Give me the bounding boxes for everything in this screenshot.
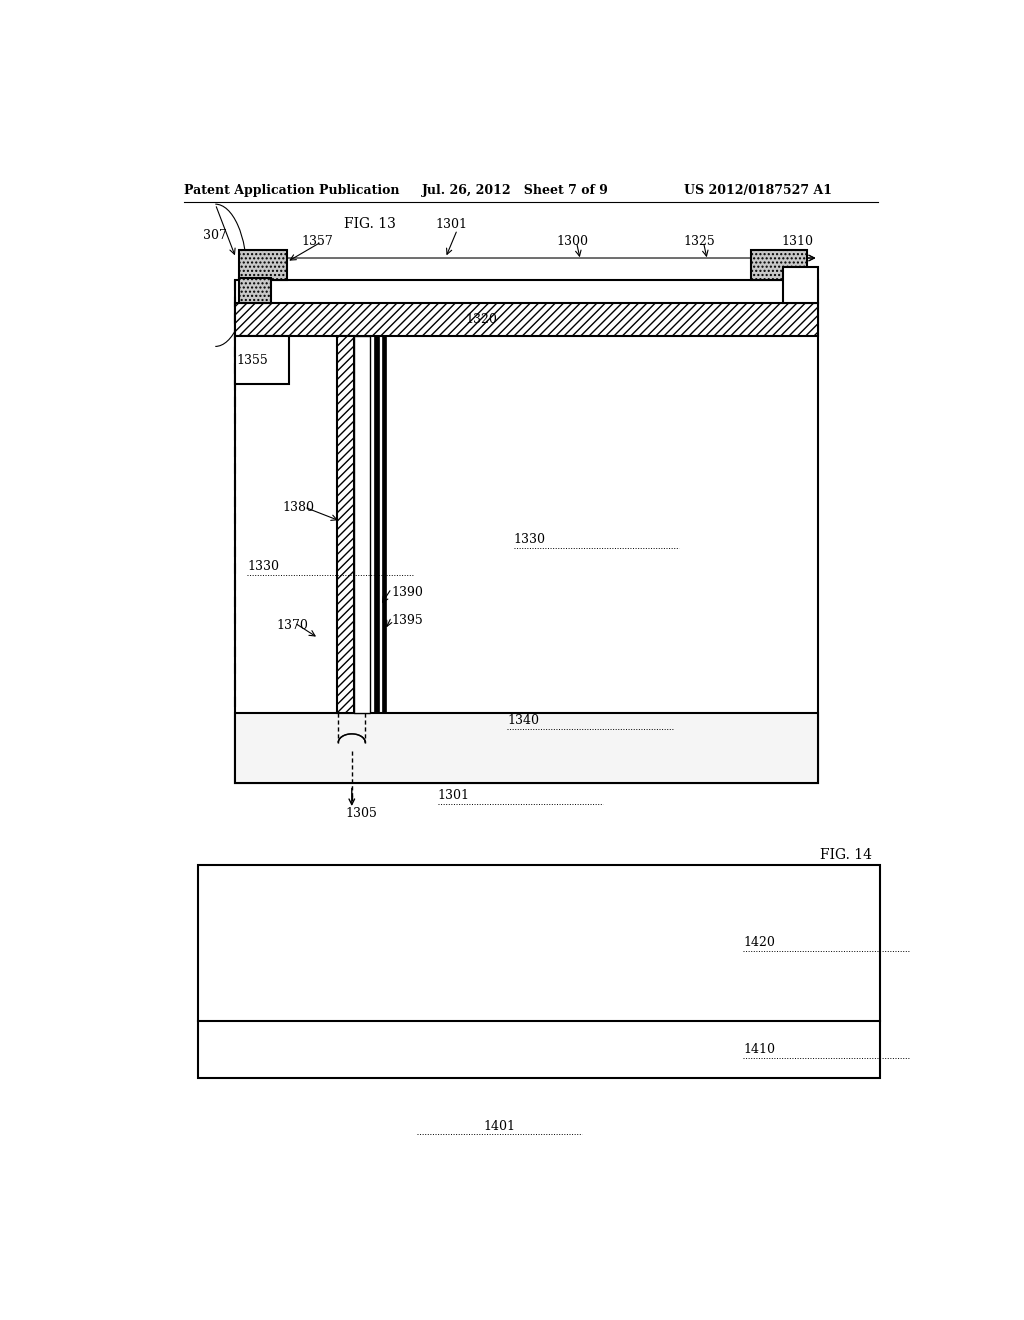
Text: 1330: 1330	[247, 561, 279, 573]
Text: 1380: 1380	[282, 500, 314, 513]
Bar	[236, 304, 818, 335]
Text: 1370: 1370	[276, 619, 308, 632]
Bar	[751, 249, 807, 280]
Text: 1305: 1305	[345, 808, 377, 821]
Text: 1300: 1300	[557, 235, 589, 248]
Text: FIG. 13: FIG. 13	[344, 218, 395, 231]
Bar	[236, 335, 289, 384]
Bar	[240, 249, 287, 280]
Text: FIG. 14: FIG. 14	[820, 847, 872, 862]
Text: 1301: 1301	[436, 218, 468, 231]
Text: 1410: 1410	[743, 1043, 775, 1056]
Bar	[337, 335, 354, 713]
Text: Jul. 26, 2012   Sheet 7 of 9: Jul. 26, 2012 Sheet 7 of 9	[422, 185, 608, 198]
Bar	[236, 713, 818, 784]
Text: 1401: 1401	[483, 1119, 515, 1133]
Text: US 2012/0187527 A1: US 2012/0187527 A1	[684, 185, 831, 198]
Bar	[374, 335, 379, 713]
Bar	[240, 277, 270, 304]
Text: 1395: 1395	[391, 614, 423, 627]
Text: 1301: 1301	[437, 789, 469, 803]
Bar	[198, 865, 881, 1078]
Text: 1325: 1325	[684, 235, 716, 248]
Text: Patent Application Publication: Patent Application Publication	[183, 185, 399, 198]
Text: 1355: 1355	[237, 354, 268, 367]
Text: 1357: 1357	[301, 235, 333, 248]
Bar	[354, 335, 370, 713]
Text: 1320: 1320	[465, 313, 497, 326]
Text: 1390: 1390	[391, 586, 423, 599]
Text: 1420: 1420	[743, 936, 775, 949]
Text: 307: 307	[204, 230, 227, 242]
Text: 1330: 1330	[514, 533, 546, 546]
Text: 1340: 1340	[507, 714, 540, 727]
Bar	[782, 268, 818, 304]
Bar	[236, 280, 818, 784]
Bar	[382, 335, 386, 713]
Text: 1310: 1310	[781, 235, 813, 248]
